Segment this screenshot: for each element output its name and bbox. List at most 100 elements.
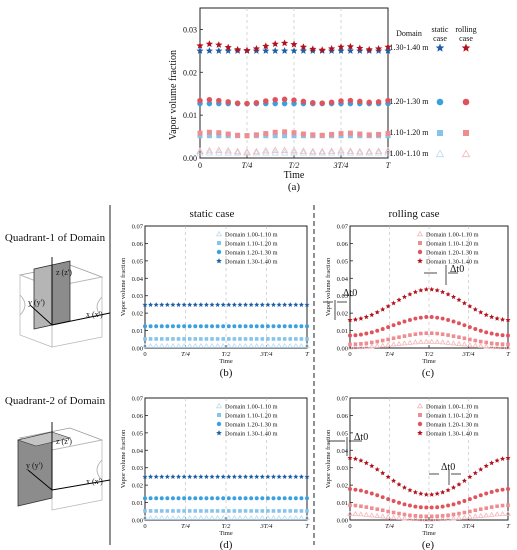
- panel-c-point-circle: [380, 327, 385, 331]
- panel-c-point-circle: [478, 328, 483, 333]
- panel-a-point-rolling-triangle: [337, 146, 345, 154]
- panel-d-point-circle: [277, 496, 282, 501]
- panel-d-point-square: [299, 509, 304, 513]
- panel-c-legend-marker-circle: [417, 249, 423, 255]
- panel-b-point-star: [254, 302, 260, 307]
- panel-c-x-axis-label: Time: [422, 358, 436, 365]
- panel-b-point-circle: [170, 324, 175, 329]
- panel-b-point-triangle: [242, 342, 249, 348]
- panel-c-point-square: [446, 333, 450, 337]
- panel-d-point-circle: [265, 496, 270, 501]
- panel-e-point-square: [457, 511, 461, 516]
- panel-e-point-square: [451, 512, 456, 517]
- panel-d-point-square: [249, 509, 253, 513]
- panel-c-point-square: [440, 332, 445, 337]
- panel-e-point-square: [435, 514, 439, 518]
- panel-d-point-circle: [176, 496, 181, 501]
- panel-b-point-triangle: [304, 342, 310, 348]
- panel-c-point-square: [468, 337, 472, 342]
- panel-b-point-star: [304, 302, 310, 307]
- panel-c-label: (c): [422, 367, 435, 379]
- panel-e-point-square: [424, 514, 429, 519]
- panel-a-gridlines: [246, 8, 342, 158]
- panel-c-point-star: [407, 291, 413, 297]
- panel-d-point-star: [304, 474, 310, 479]
- panel-a-point-rolling-star: [318, 46, 326, 54]
- panel-d-point-square: [204, 509, 209, 513]
- panel-b-point-triangle: [270, 342, 277, 348]
- panel-a-point-static-star: [205, 47, 213, 54]
- panel-e-point-square: [500, 503, 505, 508]
- panel-e-legend-marker-square: [418, 413, 422, 417]
- panel-a-point-rolling-triangle: [205, 146, 214, 154]
- panel-c-point-star: [478, 309, 484, 315]
- panel-d-chart: 0 T/4 T/2 3T/4 T 0.00 0.01 0.02 0.03 0.04 0.05 0.06…: [120, 396, 310, 550]
- panel-d-point-square: [254, 509, 259, 513]
- panel-d-point-triangle: [214, 514, 221, 520]
- panel-c-delta-annotations: Δt0 Δt0: [323, 264, 464, 320]
- panel-d-point-triangle: [220, 514, 227, 520]
- panel-b-point-square: [210, 337, 214, 341]
- panel-c-point-circle: [462, 323, 467, 328]
- panel-a-x-axis: 0 T/4 T/2 3T/4 T: [198, 155, 391, 170]
- panel-d-point-star: [298, 474, 304, 479]
- panel-d-point-star: [226, 474, 232, 479]
- panel-c-legend-marker-triangle: [416, 230, 424, 237]
- q1-y-axis: [29, 304, 53, 326]
- panel-b-point-star: [231, 302, 237, 307]
- panel-a-point-rolling-circle: [347, 97, 354, 104]
- panel-c-y-tick-label: 0.04: [337, 276, 349, 283]
- panel-c-x-tick-label: 3T/4: [462, 351, 476, 358]
- panel-c-point-square: [429, 331, 434, 335]
- panel-b-point-triangle: [186, 342, 193, 348]
- panel-d-point-triangle: [153, 514, 160, 520]
- panel-c-point-star: [423, 286, 429, 292]
- panel-c-y-tick-label: 0.07: [337, 224, 349, 231]
- panel-a-point-rolling-circle: [338, 98, 344, 104]
- e-right-delta-label: Δt0: [441, 462, 455, 473]
- panel-e-x-tick-label: T/2: [425, 523, 434, 530]
- panel-e-point-triangle: [477, 512, 484, 518]
- static-case-header: static case: [190, 208, 235, 220]
- panel-b-point-circle: [154, 324, 159, 329]
- panel-a-legend-markers: [435, 43, 471, 158]
- panel-e-point-circle: [402, 502, 407, 507]
- legend-row-1-30-1-40: 1.30-1.40 m: [390, 43, 430, 52]
- panel-c-point-triangle: [483, 343, 490, 349]
- panel-e-legend-marker-circle: [417, 421, 423, 427]
- panel-d-y-tick-label: 0.02: [132, 483, 143, 490]
- panel-c-point-square: [495, 342, 499, 346]
- legend-rolling-square-marker: [463, 130, 469, 136]
- panel-e-point-circle: [397, 500, 402, 505]
- panel-b-point-square: [193, 337, 198, 341]
- panel-c-y-tick-label: 0.01: [337, 328, 348, 335]
- panel-d-y-tick-label: 0.07: [132, 396, 144, 403]
- panel-c-point-triangle: [488, 343, 495, 349]
- panel-e-y-tick-label: 0.04: [337, 448, 349, 455]
- panel-d-point-square: [243, 509, 248, 513]
- panel-b-point-square: [254, 337, 259, 341]
- panel-d-point-square: [182, 509, 186, 513]
- panel-b-point-star: [237, 302, 243, 307]
- panel-c-point-square: [375, 339, 380, 344]
- panel-a-point-rolling-triangle: [384, 146, 392, 154]
- panel-e-y-axis-label: Vapor volume fraction: [325, 429, 332, 488]
- panel-b-point-triangle: [198, 342, 204, 348]
- panel-e-point-triangle: [347, 510, 353, 516]
- panel-c-point-circle: [375, 328, 380, 333]
- panel-e-point-circle: [424, 505, 429, 510]
- panel-a-point-static-star: [299, 47, 307, 54]
- panel-b-point-square: [143, 337, 147, 341]
- panel-e-point-circle: [478, 493, 483, 498]
- panel-b-y-tick-label: 0.04: [132, 276, 144, 283]
- panel-c-point-triangle: [494, 343, 500, 349]
- panel-c-point-square: [484, 340, 489, 345]
- panel-c-point-triangle: [428, 338, 435, 344]
- panel-a-point-static-star: [215, 47, 223, 54]
- panel-b-point-triangle: [231, 342, 238, 348]
- panel-b-chart: 0 T/4 T/2 3T/4 T 0.00 0.01 0.02 0.03 0.04 0.05 0.06…: [120, 224, 310, 379]
- panel-a-point-rolling-circle: [385, 97, 391, 104]
- panel-b-point-circle: [293, 324, 298, 329]
- panel-b-point-circle: [232, 324, 237, 329]
- panel-b-point-square: [282, 337, 287, 341]
